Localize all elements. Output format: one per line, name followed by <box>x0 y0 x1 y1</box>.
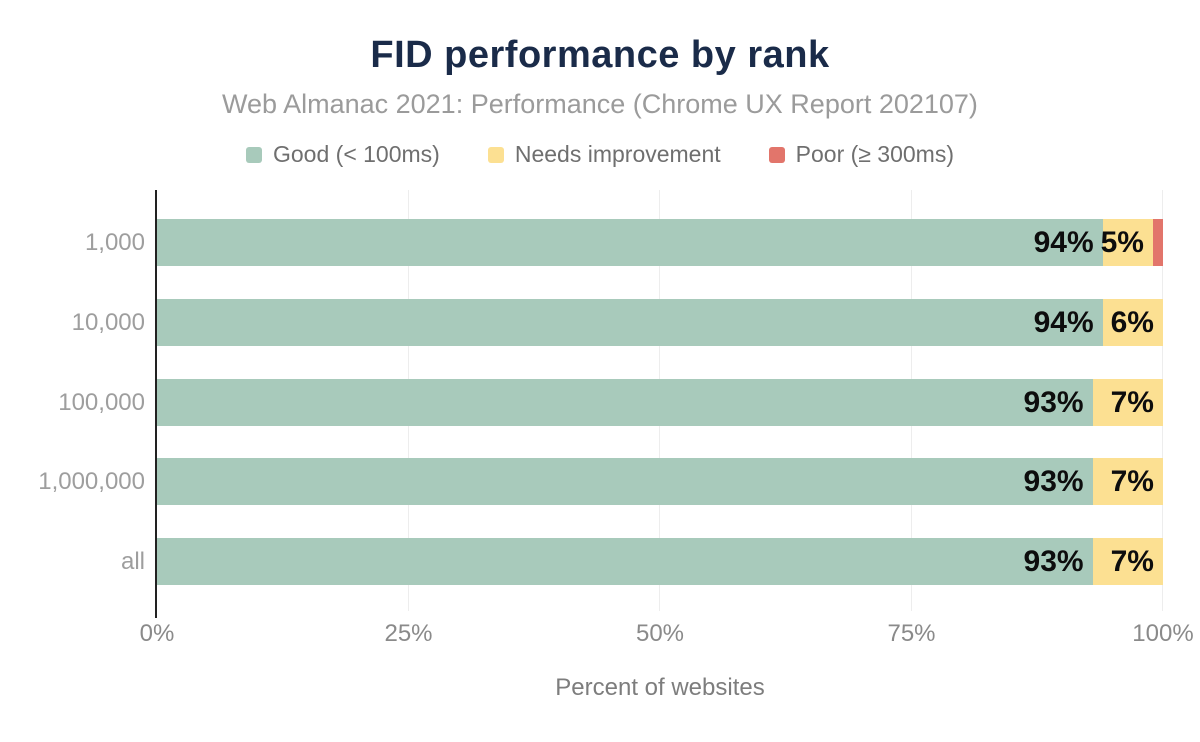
legend-item-good: Good (< 100ms) <box>246 141 440 168</box>
y-axis-line <box>155 190 157 618</box>
x-axis-tick-label: 50% <box>635 620 685 647</box>
bar-value-label: 94% <box>1033 225 1094 259</box>
bar-segment-needs-improvement: 6% <box>1102 299 1163 346</box>
bar-value-label: 93% <box>1023 464 1084 498</box>
bar-segment-good: 93% <box>157 538 1093 585</box>
bar-segment-good: 94% <box>157 219 1103 266</box>
y-axis: 1,000 10,000 100,000 1,000,000 all <box>0 0 145 742</box>
bar-row: 93% 7% <box>157 458 1163 505</box>
y-axis-label: 100,000 <box>58 389 145 416</box>
bar-row: 93% 7% <box>157 379 1163 426</box>
bar-segment-needs-improvement: 7% <box>1092 538 1163 585</box>
bar-segment-needs-improvement: 5% <box>1100 219 1153 266</box>
plot-area: 94% 5% 94% 6% 93% 7% 93% 7% 93% 7% <box>155 190 1163 618</box>
y-axis-label: 1,000,000 <box>38 468 145 495</box>
chart-title: FID performance by rank <box>370 34 830 76</box>
legend-swatch-good-icon <box>246 146 262 163</box>
y-axis-label: all <box>120 548 145 575</box>
legend-swatch-needs-improvement-icon <box>487 146 504 163</box>
bar-value-label: 7% <box>1110 385 1154 419</box>
bar-segment-good: 93% <box>157 379 1093 426</box>
bar-value-label: 93% <box>1023 544 1084 578</box>
x-axis-tick-label: 75% <box>887 620 936 647</box>
x-axis-tick-label: 25% <box>384 620 433 647</box>
legend-item-needs-improvement: Needs improvement <box>487 141 721 168</box>
bar-row: 94% 6% <box>157 299 1163 346</box>
legend-swatch-poor-icon <box>768 146 785 163</box>
bar-segment-good: 93% <box>157 458 1093 505</box>
chart-subtitle: Web Almanac 2021: Performance (Chrome UX… <box>222 89 978 119</box>
y-axis-label: 10,000 <box>71 309 145 336</box>
legend: Good (< 100ms) Needs improvement Poor (≥… <box>0 141 1200 168</box>
bar-value-label: 7% <box>1110 464 1154 498</box>
bar-segment-poor <box>1152 219 1163 266</box>
x-axis-tick-label: 0% <box>139 620 175 647</box>
legend-label-needs-improvement: Needs improvement <box>514 141 721 167</box>
bar-row: 93% 7% <box>157 538 1163 585</box>
legend-item-poor: Poor (≥ 300ms) <box>768 141 954 168</box>
bar-segment-needs-improvement: 7% <box>1092 458 1163 505</box>
bar-segment-needs-improvement: 7% <box>1092 379 1163 426</box>
legend-label-good: Good (< 100ms) <box>273 141 440 167</box>
bar-value-label: 93% <box>1023 385 1084 419</box>
bar-value-label: 6% <box>1110 305 1154 339</box>
bar-value-label: 94% <box>1033 305 1094 339</box>
x-axis-title: Percent of websites <box>555 674 765 701</box>
bar-value-label: 5% <box>1100 225 1144 259</box>
bar-segment-good: 94% <box>157 299 1103 346</box>
x-axis-tick-label: 100% <box>1132 620 1194 647</box>
x-axis: 0% 25% 50% 75% 100% <box>140 620 1194 650</box>
bar-row: 94% 5% <box>157 219 1163 266</box>
y-axis-label: 1,000 <box>84 229 145 256</box>
legend-label-poor: Poor (≥ 300ms) <box>795 141 954 167</box>
bar-value-label: 7% <box>1110 544 1154 578</box>
